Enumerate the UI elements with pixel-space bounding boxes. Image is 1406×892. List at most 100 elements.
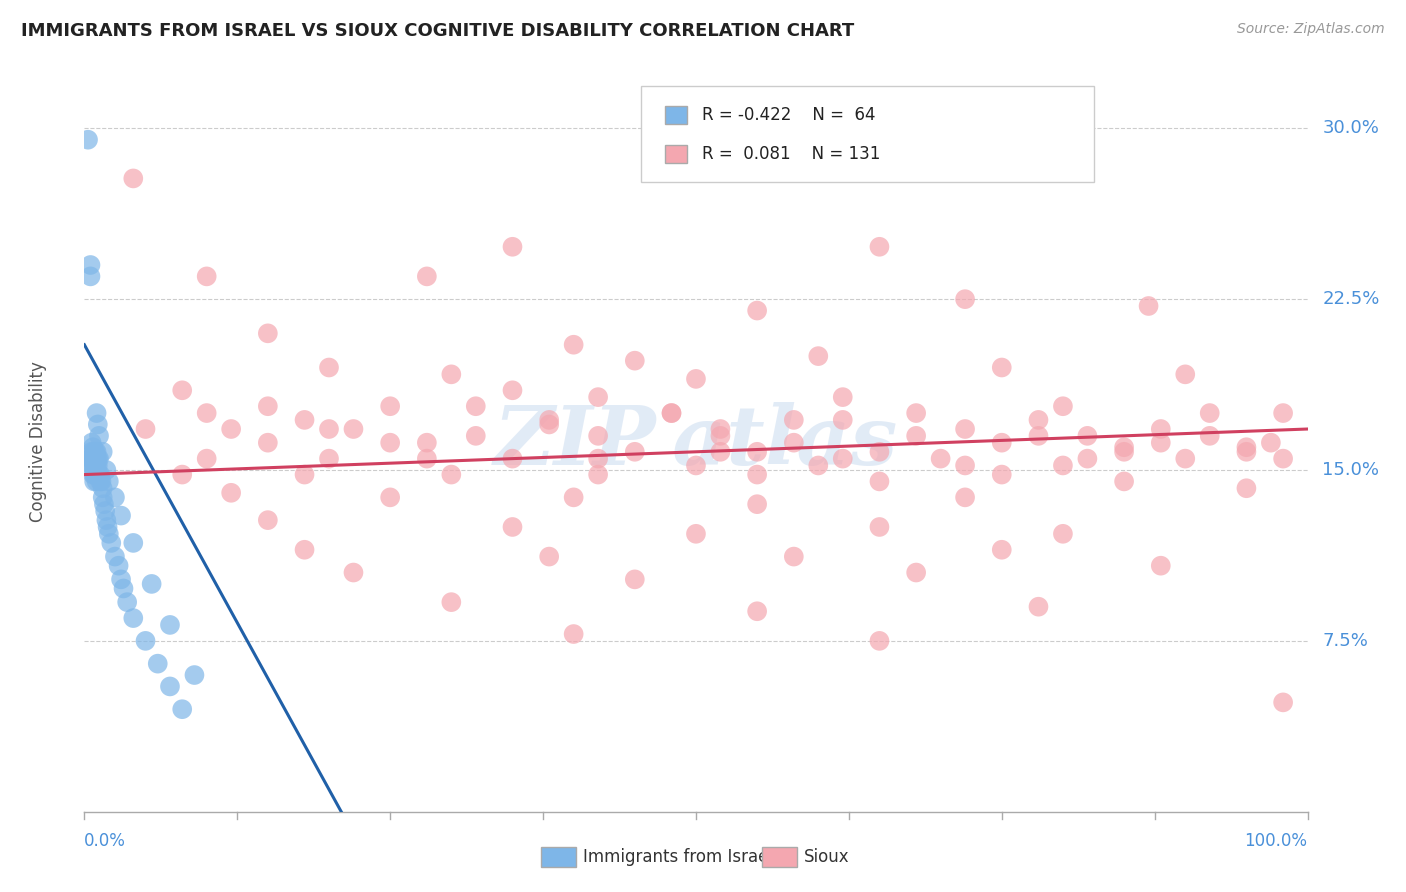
- Point: [661, 406, 683, 420]
- Point: [1150, 435, 1173, 450]
- Point: [624, 573, 647, 587]
- Point: [502, 520, 524, 534]
- Point: [953, 292, 976, 306]
- Point: [1137, 299, 1160, 313]
- Point: [1114, 440, 1136, 454]
- Point: [869, 240, 891, 254]
- Point: [538, 417, 561, 432]
- Point: [87, 451, 110, 466]
- Point: [502, 451, 524, 466]
- Point: [1052, 458, 1074, 473]
- Point: [905, 429, 928, 443]
- Point: [104, 549, 127, 564]
- Point: [219, 485, 242, 500]
- Point: [89, 475, 111, 489]
- Point: [80, 435, 103, 450]
- Point: [86, 406, 108, 420]
- Point: [869, 475, 891, 489]
- Point: [82, 440, 104, 454]
- Point: [1272, 406, 1295, 420]
- Point: [869, 520, 891, 534]
- Text: 100.0%: 100.0%: [1244, 832, 1308, 850]
- Text: 15.0%: 15.0%: [1322, 461, 1379, 479]
- Point: [112, 582, 135, 596]
- Point: [953, 458, 976, 473]
- Point: [89, 467, 111, 482]
- Point: [294, 467, 316, 482]
- Point: [1076, 451, 1098, 466]
- Point: [709, 444, 731, 458]
- Point: [87, 417, 110, 432]
- Point: [97, 475, 120, 489]
- Point: [709, 429, 731, 443]
- Point: [318, 422, 340, 436]
- Point: [783, 413, 806, 427]
- Point: [783, 549, 806, 564]
- Point: [747, 467, 769, 482]
- Point: [84, 467, 107, 482]
- Point: [562, 337, 585, 351]
- Point: [135, 422, 157, 436]
- Point: [562, 627, 585, 641]
- Point: [342, 566, 364, 580]
- Point: [97, 520, 120, 534]
- Point: [94, 504, 117, 518]
- Point: [84, 444, 107, 458]
- Point: [159, 618, 181, 632]
- Point: [1028, 599, 1050, 614]
- Point: [929, 451, 952, 466]
- Point: [146, 657, 169, 671]
- Point: [586, 429, 609, 443]
- Point: [586, 467, 609, 482]
- Point: [110, 508, 132, 523]
- Point: [1174, 451, 1197, 466]
- Point: [257, 399, 280, 413]
- Point: [440, 368, 463, 382]
- Point: [747, 444, 769, 458]
- Text: 30.0%: 30.0%: [1322, 120, 1379, 137]
- FancyBboxPatch shape: [665, 106, 688, 124]
- Text: ZIP atlas: ZIP atlas: [494, 401, 898, 482]
- Point: [83, 475, 105, 489]
- Point: [84, 463, 107, 477]
- Point: [807, 458, 830, 473]
- Point: [79, 451, 101, 466]
- Point: [661, 406, 683, 420]
- Point: [807, 349, 830, 363]
- Point: [1272, 695, 1295, 709]
- Point: [107, 558, 129, 573]
- Point: [440, 595, 463, 609]
- Point: [991, 435, 1014, 450]
- Text: Source: ZipAtlas.com: Source: ZipAtlas.com: [1237, 22, 1385, 37]
- Point: [624, 444, 647, 458]
- Text: 22.5%: 22.5%: [1322, 290, 1379, 308]
- Point: [219, 422, 242, 436]
- Point: [380, 399, 402, 413]
- Point: [538, 549, 561, 564]
- Point: [464, 399, 486, 413]
- Point: [991, 467, 1014, 482]
- Text: Sioux: Sioux: [804, 848, 849, 866]
- Point: [747, 604, 769, 618]
- Point: [83, 458, 105, 473]
- Point: [82, 458, 104, 473]
- Point: [79, 258, 101, 272]
- Point: [1114, 444, 1136, 458]
- Point: [122, 536, 145, 550]
- Point: [110, 573, 132, 587]
- Point: [502, 240, 524, 254]
- Point: [172, 702, 194, 716]
- Point: [87, 451, 110, 466]
- FancyBboxPatch shape: [641, 87, 1094, 183]
- Point: [80, 458, 103, 473]
- Point: [586, 390, 609, 404]
- Point: [83, 467, 105, 482]
- Point: [97, 526, 120, 541]
- Point: [783, 435, 806, 450]
- Point: [96, 463, 118, 477]
- Point: [562, 491, 585, 505]
- Point: [416, 269, 439, 284]
- Point: [685, 372, 707, 386]
- Point: [257, 435, 280, 450]
- Point: [380, 491, 402, 505]
